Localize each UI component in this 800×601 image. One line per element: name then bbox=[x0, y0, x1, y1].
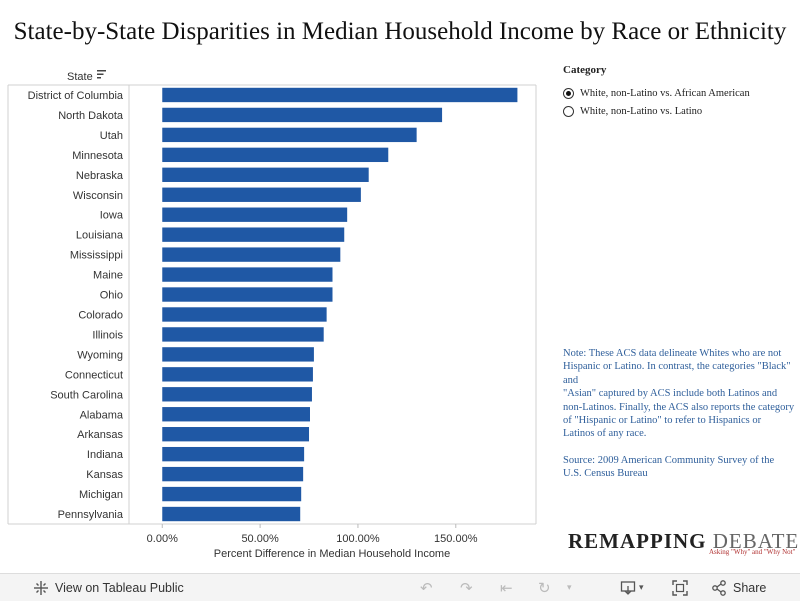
category-label: Kansas bbox=[86, 469, 123, 481]
bar[interactable] bbox=[162, 147, 389, 163]
bar-chart: District of Columbia North Dakota Utah Minn… bbox=[7, 70, 537, 560]
page-title: State-by-State Disparities in Median Hou… bbox=[13, 18, 787, 45]
redo-icon[interactable]: ↷ bbox=[460, 579, 473, 597]
refresh-dropdown-icon[interactable]: ▾ bbox=[567, 582, 572, 592]
category-label: Pennsylvania bbox=[58, 509, 124, 521]
x-tick-label: 150.00% bbox=[434, 533, 478, 545]
category-label: Illinois bbox=[92, 329, 123, 341]
note-text-1: Note: These ACS data delineate Whites wh… bbox=[563, 348, 791, 386]
bar[interactable] bbox=[162, 387, 312, 402]
category-label: Wisconsin bbox=[73, 190, 123, 202]
category-label: Maine bbox=[93, 270, 123, 282]
category-label: North Dakota bbox=[58, 110, 124, 122]
category-label: Colorado bbox=[78, 309, 123, 321]
bar[interactable] bbox=[162, 367, 313, 382]
share-label: Share bbox=[733, 580, 767, 595]
legend-option-label: White, non-Latino vs. African American bbox=[580, 87, 750, 99]
x-tick-label: 0.00% bbox=[147, 533, 178, 545]
bar[interactable] bbox=[162, 327, 324, 342]
legend-title: Category bbox=[563, 64, 607, 76]
share-icon bbox=[712, 579, 726, 596]
download-icon bbox=[620, 580, 636, 595]
bar[interactable] bbox=[162, 407, 310, 422]
category-label: Ohio bbox=[100, 290, 123, 302]
category-label: Connecticut bbox=[65, 369, 123, 381]
data-note: Note: These ACS data delineate Whites wh… bbox=[563, 347, 795, 481]
category-label: Iowa bbox=[100, 210, 124, 222]
bar[interactable] bbox=[162, 446, 305, 462]
view-on-tableau-link[interactable]: View on Tableau Public bbox=[33, 574, 184, 601]
legend-option-african-american[interactable]: White, non-Latino vs. African American bbox=[563, 84, 795, 102]
bar[interactable] bbox=[162, 506, 301, 522]
bar[interactable] bbox=[162, 207, 348, 222]
category-label: Mississippi bbox=[70, 250, 123, 262]
category-label: Indiana bbox=[87, 449, 124, 461]
bar[interactable] bbox=[162, 486, 302, 502]
y-axis-title[interactable]: State bbox=[67, 71, 93, 83]
category-label: Arkansas bbox=[77, 429, 123, 441]
legend-option-label: White, non-Latino vs. Latino bbox=[580, 105, 703, 117]
undo-icon[interactable]: ↶ bbox=[420, 579, 433, 597]
category-label: Louisiana bbox=[76, 230, 124, 242]
bar[interactable] bbox=[162, 227, 345, 242]
refresh-icon[interactable]: ↻ bbox=[538, 579, 551, 597]
x-tick-label: 100.00% bbox=[336, 533, 380, 545]
category-label: South Carolina bbox=[50, 389, 124, 401]
download-dropdown-icon: ▾ bbox=[639, 582, 644, 592]
share-button[interactable]: Share bbox=[711, 574, 766, 601]
category-legend: Category White, non-Latino vs. African A… bbox=[563, 64, 795, 120]
category-label: Michigan bbox=[79, 489, 123, 501]
category-label: Wyoming bbox=[77, 349, 123, 361]
legend-option-latino[interactable]: White, non-Latino vs. Latino bbox=[563, 102, 795, 120]
bar[interactable] bbox=[162, 466, 304, 482]
radio-selected-icon[interactable] bbox=[563, 87, 574, 99]
sort-descending-icon[interactable] bbox=[97, 70, 106, 79]
remapping-debate-logo: REMAPPING DEBATE Asking "Why" and "Why N… bbox=[568, 529, 798, 560]
tableau-toolbar: View on Tableau Public ↶ ↷ ⇤ ↻ ▾ ▾ Share bbox=[0, 573, 800, 601]
bar[interactable] bbox=[162, 127, 417, 143]
bar[interactable] bbox=[162, 87, 518, 103]
x-axis-title: Percent Difference in Median Household I… bbox=[214, 548, 450, 560]
download-button[interactable]: ▾ bbox=[620, 574, 644, 601]
note-text-2: "Asian" captured by ACS include both Lat… bbox=[563, 388, 795, 440]
bar[interactable] bbox=[162, 247, 341, 262]
revert-icon[interactable]: ⇤ bbox=[500, 579, 513, 597]
bar[interactable] bbox=[162, 287, 333, 302]
category-label: District of Columbia bbox=[28, 90, 124, 102]
logo-tagline: Asking "Why" and "Why Not" bbox=[709, 548, 796, 556]
bar[interactable] bbox=[162, 427, 310, 442]
category-label: Alabama bbox=[80, 409, 124, 421]
bar[interactable] bbox=[162, 107, 443, 123]
fullscreen-button[interactable] bbox=[672, 574, 688, 601]
logo-part-1: REMAPPING bbox=[568, 529, 707, 553]
category-label: Nebraska bbox=[76, 170, 124, 182]
bar[interactable] bbox=[162, 187, 361, 202]
radio-unselected-icon[interactable] bbox=[563, 105, 574, 117]
bar[interactable] bbox=[162, 347, 314, 362]
bar[interactable] bbox=[162, 307, 327, 322]
category-label: Utah bbox=[100, 130, 123, 142]
tableau-icon bbox=[34, 580, 48, 595]
bar[interactable] bbox=[162, 267, 333, 282]
view-on-tableau-label: View on Tableau Public bbox=[55, 580, 184, 595]
x-tick-label: 50.00% bbox=[241, 533, 279, 545]
bar[interactable] bbox=[162, 167, 369, 182]
category-label: Minnesota bbox=[72, 150, 124, 162]
logo-part-2: DEBATE bbox=[712, 529, 800, 553]
fullscreen-icon bbox=[672, 579, 688, 596]
source-text: Source: 2009 American Community Survey o… bbox=[563, 454, 775, 480]
